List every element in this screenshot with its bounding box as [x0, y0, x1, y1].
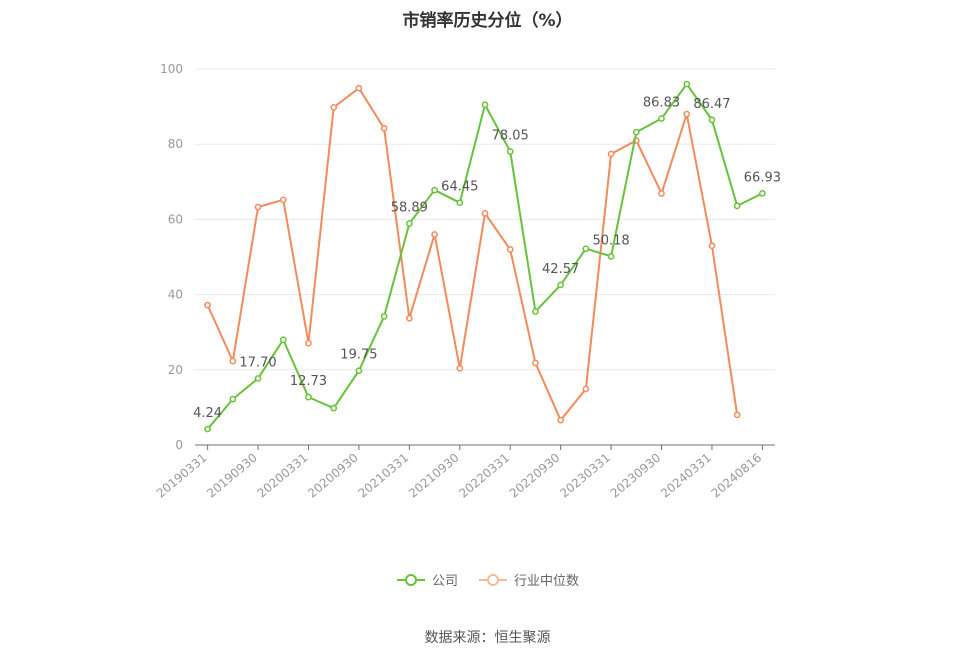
x-tick-label: 20240816 [709, 451, 765, 501]
data-point-industry [557, 416, 565, 424]
data-label: 78.05 [492, 129, 529, 144]
data-label: 50.18 [592, 233, 629, 248]
data-point-industry [431, 231, 438, 238]
data-label: 86.47 [693, 97, 730, 112]
data-point-company [431, 186, 438, 194]
data-point-company [204, 425, 211, 433]
data-point-company [330, 404, 338, 412]
data-point-company [658, 115, 665, 122]
x-tick-label: 20200930 [305, 451, 361, 501]
legend-industry-icon [479, 573, 507, 586]
data-point-industry [254, 203, 262, 211]
x-tick-label: 20190331 [154, 451, 210, 501]
data-point-industry [229, 357, 237, 365]
data-point-company [733, 202, 741, 210]
data-point-company [759, 189, 766, 197]
data-point-industry [204, 301, 211, 309]
legend-item-company[interactable]: 公司 [396, 570, 458, 589]
label-layer: 4.24 17.70 12.73 19.75 58.89 64.45 78.05 42.57 5… [193, 96, 781, 422]
data-point-company [481, 101, 489, 109]
x-tick-label: 20220930 [507, 451, 563, 501]
data-point-company [557, 281, 565, 289]
data-point-industry [481, 210, 489, 217]
data-point-company [607, 252, 615, 260]
data-point-industry [506, 246, 514, 253]
data-point-industry [456, 364, 464, 372]
data-label: 17.70 [239, 355, 276, 370]
data-point-company [532, 308, 539, 315]
data-point-company [506, 148, 514, 155]
data-point-company [229, 395, 237, 403]
series-line-industry [206, 87, 739, 422]
legend-company-icon [396, 573, 425, 586]
data-point-company [708, 116, 716, 124]
data-label: 64.45 [441, 180, 478, 195]
data-point-industry [658, 190, 665, 197]
data-point-industry [279, 196, 287, 204]
x-tick-label: 20210930 [406, 451, 462, 501]
data-point-company [582, 245, 590, 253]
data-point-company [456, 199, 464, 207]
y-tick-label: 60 [168, 212, 183, 226]
x-tick-label: 20210331 [355, 451, 411, 501]
data-label: 58.89 [391, 201, 428, 216]
data-label: 19.75 [340, 348, 377, 363]
data-point-industry [405, 314, 413, 322]
legend-item-industry[interactable]: 行业中位数 [478, 570, 579, 589]
data-point-industry [708, 242, 716, 250]
chart-svg: 0 20 40 60 80 100 2019033120190930202003312020… [154, 62, 781, 501]
data-point-industry [532, 359, 539, 367]
data-label: 66.93 [744, 170, 781, 185]
x-tick-label: 20220331 [456, 451, 512, 501]
x-tick-label: 20240331 [658, 451, 714, 501]
x-tick-label: 20230331 [557, 451, 613, 501]
data-point-industry [733, 411, 741, 419]
data-point-company [279, 336, 287, 344]
x-tick-label: 20230930 [608, 451, 664, 501]
x-tick-label: 20200331 [255, 451, 311, 501]
data-label: 42.57 [542, 262, 579, 277]
data-point-company [355, 367, 363, 375]
data-point-industry [683, 110, 691, 118]
data-point-industry [355, 84, 363, 92]
legend-label-industry: 行业中位数 [514, 574, 580, 589]
data-point-industry [607, 150, 615, 158]
data-point-company [632, 128, 640, 136]
y-tick-label: 100 [160, 62, 183, 76]
legend-label-company: 公司 [431, 574, 458, 589]
data-point-company [305, 393, 312, 401]
y-tick-label: 20 [168, 363, 183, 377]
y-tick-label: 0 [175, 438, 183, 452]
data-label: 12.73 [290, 374, 327, 389]
y-tick-label: 80 [168, 137, 183, 151]
data-point-company [254, 375, 262, 382]
data-point-industry [305, 339, 312, 347]
x-tick-label: 20190930 [204, 451, 260, 501]
legend: 公司 行业中位数 [0, 570, 975, 589]
chart-title: 市销率历史分位（%） [402, 11, 573, 31]
data-point-company [380, 313, 388, 320]
data-label: 4.24 [193, 406, 222, 421]
y-tick-label: 40 [168, 288, 183, 302]
data-point-industry [330, 104, 338, 111]
series-layer [204, 80, 766, 433]
data-label: 86.83 [643, 96, 680, 111]
data-point-industry [380, 125, 388, 132]
data-point-industry [582, 385, 590, 393]
data-source: 数据来源：恒生聚源 [424, 630, 551, 646]
data-point-company [683, 80, 691, 88]
data-point-company [405, 220, 413, 227]
